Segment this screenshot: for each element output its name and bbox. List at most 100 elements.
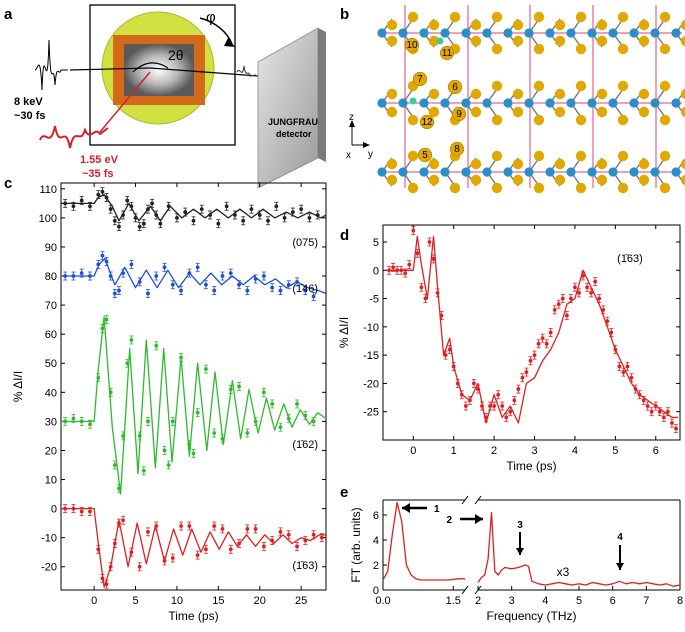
data-point: [585, 285, 589, 290]
panel-e-xtick: 1.5: [446, 595, 461, 607]
panel-d-annotation: (1̄63): [617, 253, 643, 265]
data-point: [274, 204, 279, 209]
sulfur-atom: [533, 182, 545, 194]
data-point: [104, 317, 109, 322]
metal-atom: [545, 98, 555, 108]
data-point: [187, 271, 192, 276]
rotation-arrow-icon: [199, 17, 233, 45]
data-point: [476, 387, 480, 391]
sulfur-atom: [407, 11, 419, 23]
data-point: [435, 290, 440, 295]
data-point: [593, 279, 598, 284]
data-point: [104, 582, 109, 587]
data-point: [129, 550, 134, 555]
data-point: [303, 413, 308, 418]
data-point: [520, 375, 525, 380]
sulfur-atom: [617, 114, 629, 126]
data-point: [166, 204, 171, 209]
diffracted-pulse-icon: [236, 65, 257, 77]
metal-atom: [482, 28, 492, 38]
axis-break-mark: [461, 495, 469, 505]
metal-atom: [608, 98, 618, 108]
fit-line: [61, 316, 327, 495]
data-point: [319, 535, 324, 540]
detector-label-line1: JUNGFRAU: [268, 117, 318, 127]
panel-d-xtick: 0: [410, 445, 416, 457]
data-point: [303, 288, 308, 293]
data-point: [137, 564, 142, 569]
data-point: [261, 544, 266, 549]
sulfur-atom: [596, 174, 608, 186]
sulfur-atom: [617, 43, 629, 55]
data-point: [228, 271, 233, 276]
data-point: [625, 364, 630, 369]
angle-phi-label: φ: [206, 9, 216, 26]
axis-break-mark: [474, 495, 482, 505]
data-point: [286, 282, 291, 287]
sulfur-atom: [575, 114, 587, 126]
data-point: [532, 353, 537, 358]
sulfur-atom: [575, 182, 587, 194]
data-point: [613, 347, 618, 352]
metal-atom: [587, 28, 597, 38]
data-point: [278, 288, 283, 293]
data-point: [492, 404, 497, 408]
data-point: [108, 207, 113, 212]
panel-c-series-label: (1̄62): [292, 439, 318, 451]
data-point: [220, 274, 225, 278]
data-point: [158, 221, 163, 226]
panel-e-xtick: 0.0: [375, 595, 390, 607]
data-point: [661, 415, 666, 420]
data-point: [270, 538, 275, 543]
sulfur-atom: [470, 88, 482, 100]
data-point: [179, 355, 183, 360]
data-point: [112, 463, 117, 467]
panel-c-series: [61, 187, 327, 232]
data-point: [589, 290, 594, 295]
sulfur-atom: [575, 80, 587, 92]
data-point: [96, 547, 101, 552]
sulfur-atom: [617, 11, 629, 23]
sulfur-atom: [596, 35, 608, 47]
data-point: [295, 279, 299, 284]
data-point: [480, 404, 484, 408]
rotation-arrowhead-icon: [224, 38, 235, 47]
sulfur-atom: [554, 19, 566, 31]
data-point: [79, 271, 84, 276]
data-point: [117, 288, 121, 293]
panel-d-ytick: 5: [373, 237, 379, 249]
data-point: [577, 290, 581, 295]
data-point: [266, 218, 270, 223]
panel-d-xtick: 3: [531, 445, 537, 457]
data-point: [419, 285, 424, 290]
data-point: [484, 415, 488, 420]
sulfur-atom: [554, 88, 566, 100]
data-point: [253, 277, 258, 281]
panel-c-ytick: 20: [45, 445, 57, 457]
data-point: [104, 259, 109, 264]
sulfur-atom: [386, 158, 398, 170]
panel-c-ytick: 50: [45, 358, 57, 370]
data-point: [100, 326, 105, 331]
data-point: [443, 353, 448, 358]
sulfur-atom: [575, 43, 587, 55]
metal-atom: [524, 98, 534, 108]
panel-d-xtick: 2: [491, 445, 497, 457]
sulfur-atom: [554, 35, 566, 47]
data-point: [204, 367, 208, 371]
axis-break-mark: [461, 585, 469, 595]
data-point: [212, 431, 217, 435]
metal-atom: [650, 28, 660, 38]
data-point: [150, 201, 154, 206]
data-point: [564, 313, 569, 318]
data-point: [112, 541, 117, 546]
data-point: [536, 341, 541, 346]
metal-atom: [503, 28, 513, 38]
sulfur-atom: [428, 88, 440, 100]
sulfur-atom: [575, 150, 587, 162]
data-point: [179, 288, 183, 293]
data-point: [303, 538, 308, 543]
sulfur-atom: [533, 11, 545, 23]
metal-atom: [377, 28, 387, 38]
